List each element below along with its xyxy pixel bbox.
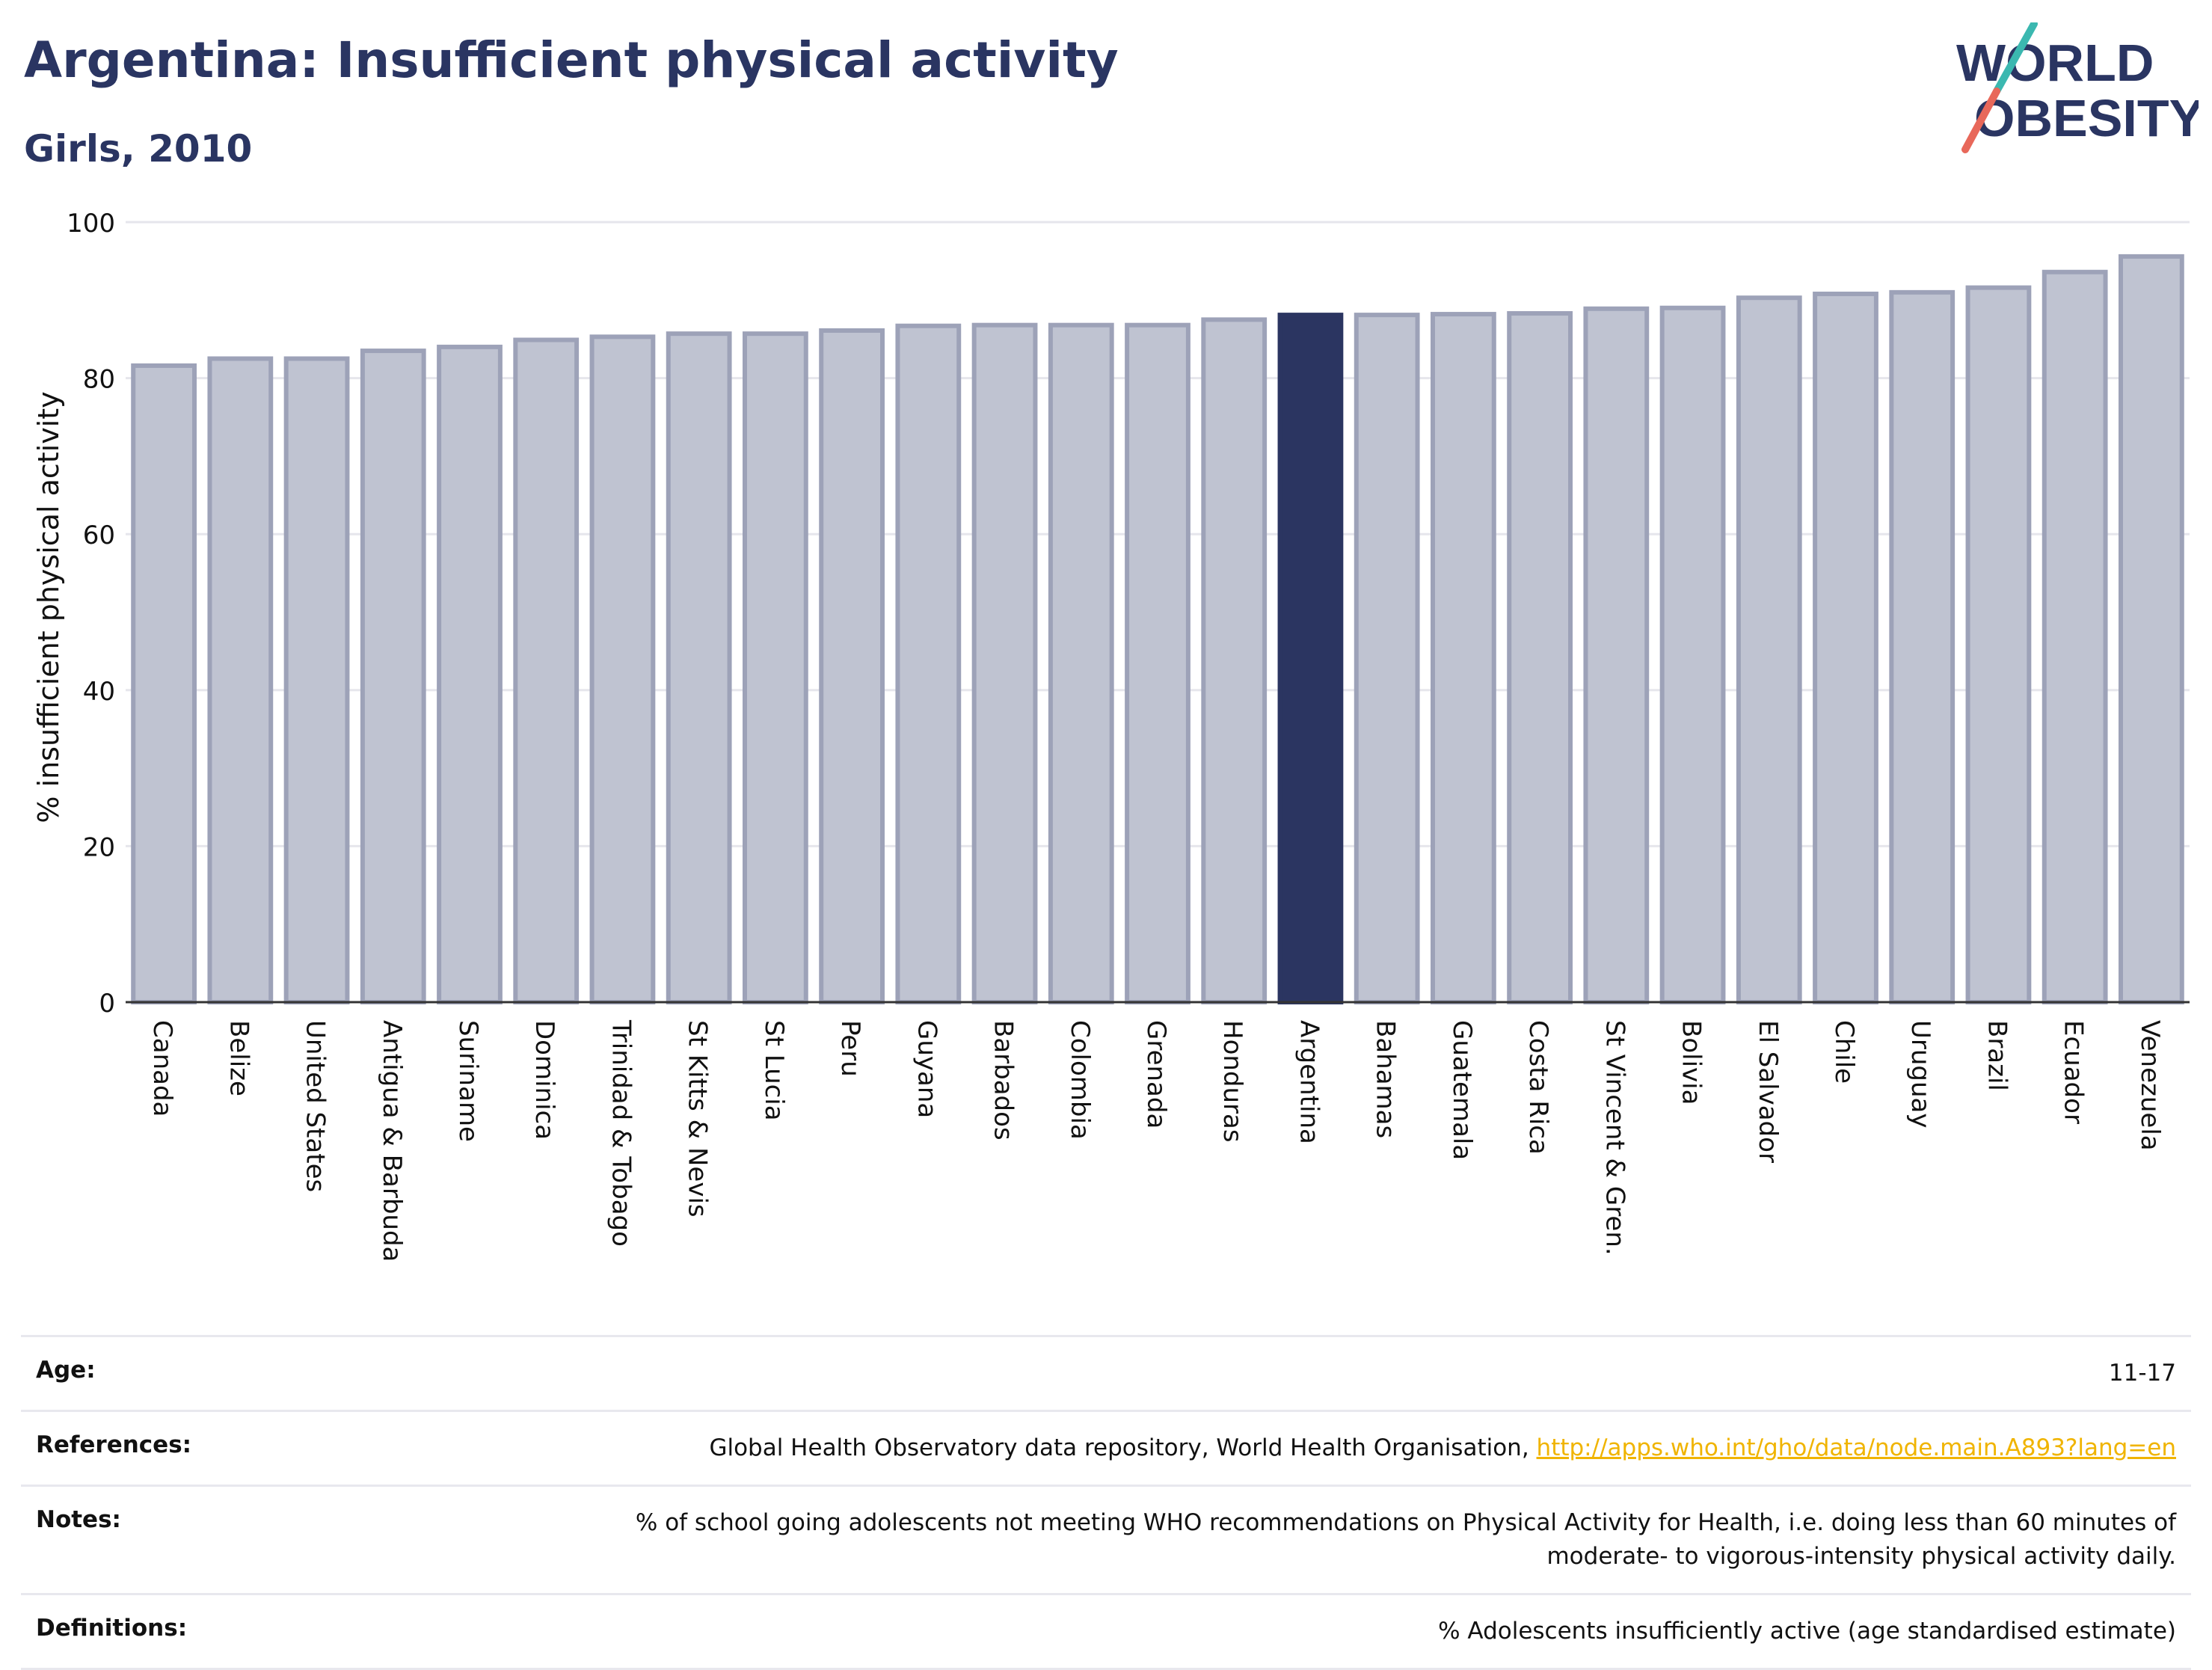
notes-value: % of school going adolescents not meetin…	[636, 1506, 2176, 1574]
meta-row-references: References: Global Health Observatory da…	[21, 1409, 2191, 1485]
meta-row-age: Age: 11-17	[21, 1335, 2191, 1410]
x-tick-label: Brazil	[1982, 1020, 2012, 1091]
bar-colombia	[1048, 322, 1114, 1004]
chart-title: Argentina: Insufficient physical activit…	[24, 31, 1119, 89]
x-tick-label: Dominica	[529, 1020, 559, 1140]
bar-suriname	[437, 344, 503, 1004]
x-tick-label: Belize	[224, 1020, 254, 1096]
bar-honduras	[1201, 317, 1268, 1004]
bar-uruguay	[1889, 289, 1956, 1004]
x-tick-label: Argentina	[1294, 1020, 1324, 1144]
x-tick-label: St Lucia	[759, 1020, 789, 1121]
bar-guatemala	[1431, 312, 1496, 1005]
bar-st-vincent-gren-	[1583, 306, 1650, 1004]
definitions-value: % Adolescents insufficiently active (age…	[1438, 1617, 2176, 1645]
y-axis-label: % insufficient physical activity	[32, 391, 65, 823]
meta-row-definitions: Definitions: % Adolescents insufficientl…	[21, 1592, 2191, 1670]
bar-trinidad-tobago	[589, 334, 656, 1005]
meta-row-notes: Notes: % of school going adolescents not…	[21, 1484, 2191, 1593]
x-tick-label: Bahamas	[1371, 1020, 1401, 1138]
references-link[interactable]: http://apps.who.int/gho/data/node.main.A…	[1536, 1434, 2176, 1461]
notes-label: Notes:	[36, 1505, 121, 1533]
x-tick-label: Uruguay	[1905, 1020, 1935, 1129]
y-tick-label: 80	[83, 365, 115, 395]
bar-peru	[819, 328, 885, 1004]
x-tick-label: St Kitts & Nevis	[683, 1020, 713, 1218]
x-tick-label: Ecuador	[2059, 1020, 2089, 1124]
bar-brazil	[1965, 285, 2032, 1004]
age-label: Age:	[36, 1357, 96, 1384]
references-value: Global Health Observatory data repositor…	[709, 1431, 2176, 1465]
bar-dominica	[513, 337, 580, 1005]
chart-subtitle: Girls, 2010	[24, 127, 253, 171]
y-tick-label: 60	[83, 521, 115, 550]
definitions-label: Definitions:	[36, 1614, 188, 1642]
bar-belize	[207, 356, 274, 1004]
world-obesity-logo: WORLD OBESITY	[1956, 22, 2199, 153]
bar-bahamas	[1354, 313, 1420, 1004]
bar-canada	[131, 363, 197, 1004]
bar-chile	[1813, 291, 1878, 1004]
bar-ecuador	[2042, 269, 2108, 1004]
metadata-table: Age: 11-17 References: Global Health Obs…	[21, 1335, 2191, 1670]
bar-barbados	[971, 322, 1038, 1004]
bar-st-lucia	[743, 331, 808, 1004]
age-value: 11-17	[2108, 1360, 2176, 1387]
x-tick-label: Antigua & Barbuda	[377, 1020, 407, 1262]
x-tick-label: Grenada	[1141, 1020, 1171, 1129]
x-tick-label: Guyana	[912, 1020, 941, 1118]
y-tick-label: 0	[99, 989, 115, 1019]
x-tick-label: Trinidad & Tobago	[606, 1019, 636, 1247]
x-tick-label: Guatemala	[1447, 1020, 1477, 1160]
svg-text:OBESITY: OBESITY	[1974, 89, 2199, 147]
x-tick-label: Peru	[835, 1020, 865, 1077]
references-text: Global Health Observatory data repositor…	[709, 1434, 1537, 1461]
x-tick-label: United States	[301, 1020, 331, 1192]
bar-costa-rica	[1507, 311, 1573, 1004]
x-tick-label: Barbados	[989, 1020, 1019, 1141]
x-tick-label: Honduras	[1217, 1020, 1247, 1143]
bar-el-salvador	[1736, 295, 1802, 1004]
bar-chart: 0 20 40 60 80 100 Canada Belize United States An…	[32, 209, 2190, 1262]
x-tick-label: Colombia	[1065, 1020, 1095, 1140]
bar-grenada	[1125, 322, 1191, 1004]
x-tick-label: Venezuela	[2135, 1020, 2165, 1151]
x-tick-label: Bolivia	[1677, 1020, 1706, 1105]
x-tick-label: St Vincent & Gren.	[1600, 1020, 1629, 1256]
y-tick-label: 100	[67, 209, 115, 239]
bar-guyana	[895, 323, 962, 1004]
bar-united-states	[283, 356, 350, 1004]
bar-venezuela	[2119, 254, 2184, 1004]
svg-text:WORLD: WORLD	[1956, 34, 2154, 92]
bar-bolivia	[1659, 305, 1726, 1005]
bar-st-kitts-nevis	[666, 331, 732, 1004]
notes-line-1: % of school going adolescents not meetin…	[635, 1508, 2176, 1536]
x-tick-label: Suriname	[453, 1020, 483, 1142]
y-tick-label: 40	[83, 677, 115, 707]
notes-line-2: moderate- to vigorous-intensity physical…	[1546, 1542, 2176, 1570]
y-tick-label: 20	[83, 832, 115, 862]
bar-argentina	[1277, 313, 1344, 1004]
references-label: References:	[36, 1431, 192, 1458]
x-tick-label: Costa Rica	[1523, 1020, 1553, 1155]
bar-antigua-barbuda	[360, 349, 426, 1005]
x-tick-label: Canada	[147, 1020, 177, 1117]
x-tick-label: El Salvador	[1753, 1020, 1783, 1163]
x-tick-label: Chile	[1829, 1020, 1859, 1084]
